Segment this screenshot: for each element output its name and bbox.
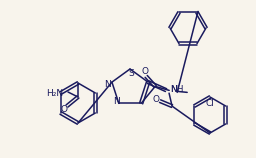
Text: O: O (153, 95, 159, 104)
Text: N: N (104, 80, 111, 89)
Text: Cl: Cl (206, 100, 215, 109)
Text: NH: NH (170, 85, 184, 94)
Text: S: S (128, 69, 134, 78)
Text: H₂N: H₂N (46, 89, 63, 98)
Text: O: O (142, 67, 149, 76)
Text: N: N (170, 85, 177, 94)
Text: O: O (60, 104, 68, 113)
Text: N: N (113, 97, 120, 106)
